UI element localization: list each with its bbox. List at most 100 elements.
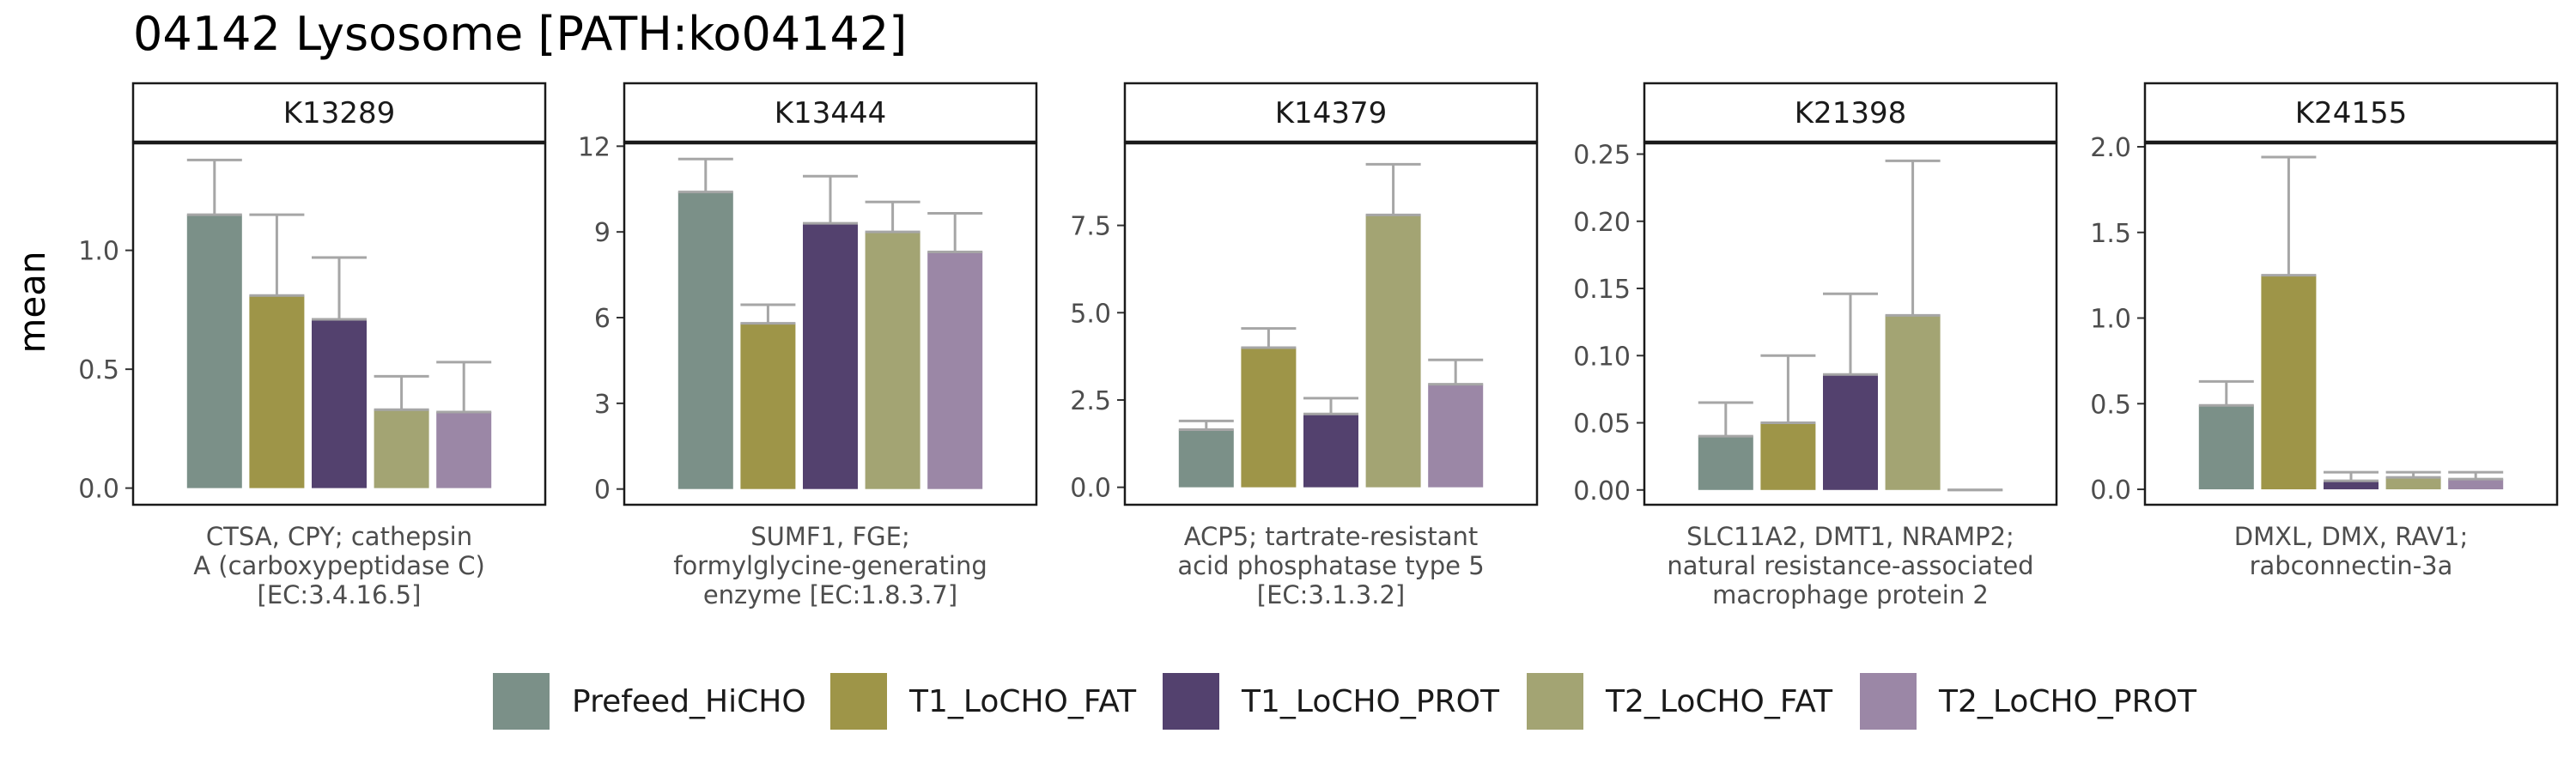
panel-description: [EC:3.1.3.2] <box>1257 580 1405 609</box>
bar-group-Prefeed_HiCHO <box>1698 401 1753 490</box>
panel-description: enzyme [EC:1.8.3.7] <box>703 580 957 609</box>
panel-border <box>131 142 547 506</box>
panel-K21398: K21398 0.00 0.05 0.10 0.15 0.20 0.25 SLC11A2, D… <box>1573 82 2058 609</box>
legend-swatch <box>1527 673 1583 730</box>
bar-group-T1_LoCHO_PROT <box>1823 292 1878 490</box>
bar-group-Prefeed_HiCHO <box>677 157 733 489</box>
panel-border <box>2143 142 2559 506</box>
bar-Prefeed_HiCHO <box>186 215 242 488</box>
bar-T2_LoCHO_PROT <box>2448 479 2504 490</box>
y-tick-label: 1.0 <box>78 237 119 267</box>
facet-strip-label: K24155 <box>2295 96 2407 130</box>
panel-description: formylglycine-generating <box>673 551 987 580</box>
bar-T1_LoCHO_FAT <box>1241 347 1297 488</box>
y-tick-label: 2.5 <box>1070 386 1111 416</box>
bar-T1_LoCHO_FAT <box>1760 422 1816 490</box>
bar-T2_LoCHO_FAT <box>1885 315 1941 490</box>
bar-group-T2_LoCHO_FAT <box>865 200 920 489</box>
facet-strip-label: K13444 <box>775 96 886 130</box>
legend-item-Prefeed_HiCHO: Prefeed_HiCHO <box>493 673 806 730</box>
panel-description: SUMF1, FGE; <box>750 522 909 551</box>
bar-group-T2_LoCHO_FAT <box>1365 162 1421 488</box>
facet-strip <box>623 82 1038 143</box>
legend-item-T1_LoCHO_PROT: T1_LoCHO_PROT <box>1163 673 1500 730</box>
legend-item-T2_LoCHO_FAT: T2_LoCHO_FAT <box>1527 673 1833 730</box>
bar-group-T1_LoCHO_PROT <box>2324 470 2379 490</box>
chart-title: 04142 Lysosome [PATH:ko04142] <box>133 7 907 61</box>
bar-T2_LoCHO_FAT <box>1365 215 1421 488</box>
bar-group-T1_LoCHO_PROT <box>803 174 858 489</box>
y-tick-label: 2.0 <box>2090 133 2131 163</box>
bar-T1_LoCHO_FAT <box>2261 275 2317 490</box>
y-tick-label: 6 <box>594 304 611 334</box>
bar-Prefeed_HiCHO <box>2198 405 2254 490</box>
bar-T1_LoCHO_PROT <box>803 223 858 489</box>
bar-group-Prefeed_HiCHO <box>186 158 242 488</box>
bar-group-T1_LoCHO_FAT <box>1760 354 1816 490</box>
bar-group-T1_LoCHO_PROT <box>1303 397 1358 488</box>
legend-item-T2_LoCHO_PROT: T2_LoCHO_PROT <box>1860 673 2197 730</box>
y-tick-label: 1.0 <box>2090 305 2131 335</box>
panel-description: ACP5; tartrate-resistant <box>1184 522 1479 551</box>
y-tick-label: 5.0 <box>1070 299 1111 329</box>
facet-strip <box>2143 82 2559 143</box>
panel-description: A (carboxypeptidase C) <box>193 551 485 580</box>
facet-strip <box>1123 82 1539 143</box>
bar-group-T2_LoCHO_FAT <box>1885 159 1941 490</box>
panel-K13444: K13444 0 3 6 9 12 SUMF1, FGE;formylglycine-gen… <box>578 82 1038 609</box>
panel-description: CTSA, CPY; cathepsin <box>206 522 472 551</box>
y-tick-label: 0.15 <box>1573 275 1631 305</box>
bar-T1_LoCHO_FAT <box>740 323 796 489</box>
y-tick-label: 9 <box>594 218 611 248</box>
panel-border <box>623 142 1038 506</box>
bar-T1_LoCHO_PROT <box>1303 414 1358 488</box>
bar-T2_LoCHO_PROT <box>927 252 983 489</box>
bar-group-T1_LoCHO_FAT <box>2261 155 2317 490</box>
legend-swatch <box>1163 673 1219 730</box>
legend: Prefeed_HiCHO T1_LoCHO_FAT T1_LoCHO_PROT T2… <box>493 673 2197 730</box>
legend-swatch <box>1860 673 1917 730</box>
y-tick-label: 1.5 <box>2090 219 2131 249</box>
y-tick-label: 0.0 <box>78 475 119 505</box>
y-tick-label: 0.5 <box>2090 390 2131 420</box>
y-tick-label: 0.0 <box>1070 474 1111 504</box>
panel-K14379: K14379 0.0 2.5 5.0 7.5 ACP5; tartrate-resista… <box>1070 82 1539 609</box>
panel-K24155: K24155 0.0 0.5 1.0 1.5 2.0 DMXL, DMX, RAV1;rab… <box>2090 82 2559 580</box>
panel-description: acid phosphatase type 5 <box>1177 551 1484 580</box>
legend-label: T2_LoCHO_FAT <box>1605 684 1833 719</box>
panel-border <box>1123 142 1539 506</box>
facet-strip-label: K21398 <box>1795 96 1906 130</box>
bar-group-T2_LoCHO_PROT <box>2448 470 2504 490</box>
panel-description: SLC11A2, DMT1, NRAMP2; <box>1686 522 2014 551</box>
y-tick-label: 0.05 <box>1573 409 1631 440</box>
bar-T2_LoCHO_FAT <box>2385 477 2441 490</box>
facet-strip <box>131 82 547 143</box>
facet-strip <box>1643 82 2058 143</box>
bar-T1_LoCHO_FAT <box>249 295 305 488</box>
y-tick-label: 0.25 <box>1573 141 1631 171</box>
y-tick-label: 0.0 <box>2090 476 2131 506</box>
bar-Prefeed_HiCHO <box>677 191 733 489</box>
bar-T1_LoCHO_PROT <box>2324 481 2379 490</box>
bar-group-T2_LoCHO_PROT <box>1428 358 1484 488</box>
y-axis-label: mean <box>11 251 53 353</box>
bar-group-T1_LoCHO_FAT <box>1241 327 1297 488</box>
bar-group-T1_LoCHO_FAT <box>249 213 305 488</box>
bar-T2_LoCHO_PROT <box>1428 384 1484 488</box>
panel-description: natural resistance-associated <box>1667 551 2033 580</box>
facet-strip-label: K13289 <box>283 96 395 130</box>
panel-description: [EC:3.4.16.5] <box>258 580 422 609</box>
bar-T2_LoCHO_FAT <box>865 232 920 489</box>
bar-group-T2_LoCHO_PROT <box>1947 488 2003 492</box>
y-tick-label: 0.10 <box>1573 342 1631 372</box>
legend-label: Prefeed_HiCHO <box>572 684 806 719</box>
panel-description: DMXL, DMX, RAV1; <box>2234 522 2468 551</box>
legend-label: T2_LoCHO_PROT <box>1938 684 2197 719</box>
legend-item-T1_LoCHO_FAT: T1_LoCHO_FAT <box>830 673 1137 730</box>
bar-group-T2_LoCHO_FAT <box>374 374 429 488</box>
facet-strip-label: K14379 <box>1275 96 1387 130</box>
